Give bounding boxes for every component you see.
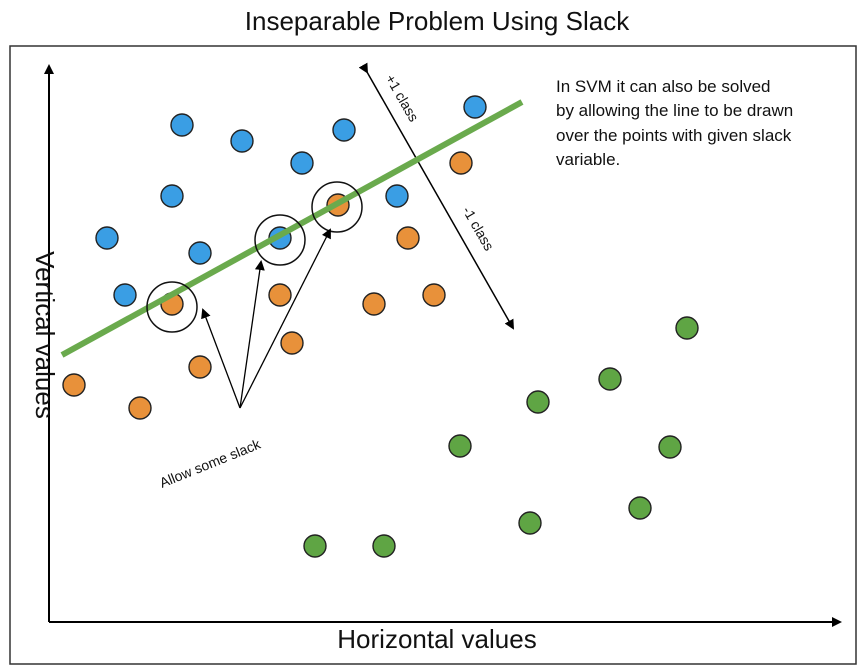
green-point [448, 434, 472, 458]
minus-class-label: -1 class [459, 204, 497, 254]
green-points-group [303, 316, 699, 558]
blue-point [385, 184, 409, 208]
blue-point [463, 95, 487, 119]
slack-arrow [239, 260, 265, 409]
note-text: In SVM it can also be solved by allowing… [556, 77, 798, 169]
slack-arrow [239, 228, 331, 409]
green-point [628, 496, 652, 520]
blue-point [332, 118, 356, 142]
note-line: variable. [556, 150, 620, 169]
note-line: In SVM it can also be solved [556, 77, 771, 96]
separator-line [60, 99, 524, 358]
green-point [303, 534, 327, 558]
green-point [598, 367, 622, 391]
slack-circle [311, 181, 363, 233]
orange-point [268, 283, 292, 307]
slack-circle [254, 214, 306, 266]
blue-point [160, 184, 184, 208]
blue-point [290, 151, 314, 175]
note-line: by allowing the line to be drawn [556, 101, 793, 120]
slack-circles-group [146, 181, 363, 333]
blue-point [230, 129, 254, 153]
x-axis-label: Horizontal values [337, 624, 536, 654]
blue-point [170, 113, 194, 137]
note-line: over the points with given slack [556, 126, 792, 145]
slack-label: Allow some slack [157, 435, 263, 490]
blue-points-group [95, 95, 487, 307]
orange-point [362, 292, 386, 316]
diagram-frame [9, 45, 857, 665]
blue-point [188, 241, 212, 265]
orange-point [128, 396, 152, 420]
plus-class-label: +1 class [382, 72, 422, 125]
orange-point [396, 226, 420, 250]
orange-point [422, 283, 446, 307]
slack-circle [146, 281, 198, 333]
margin-arrow [358, 62, 514, 330]
blue-point [113, 283, 137, 307]
orange-point [449, 151, 473, 175]
slack-arrow [201, 308, 241, 409]
slack-arrows-group [201, 228, 331, 409]
orange-point [62, 373, 86, 397]
green-point [372, 534, 396, 558]
blue-point [95, 226, 119, 250]
green-point [658, 435, 682, 459]
y-axis-label: Vertical values [30, 251, 60, 419]
green-point [518, 511, 542, 535]
diagram-title: Inseparable Problem Using Slack [245, 6, 630, 36]
green-point [526, 390, 550, 414]
orange-point [280, 331, 304, 355]
orange-point [188, 355, 212, 379]
green-point [675, 316, 699, 340]
